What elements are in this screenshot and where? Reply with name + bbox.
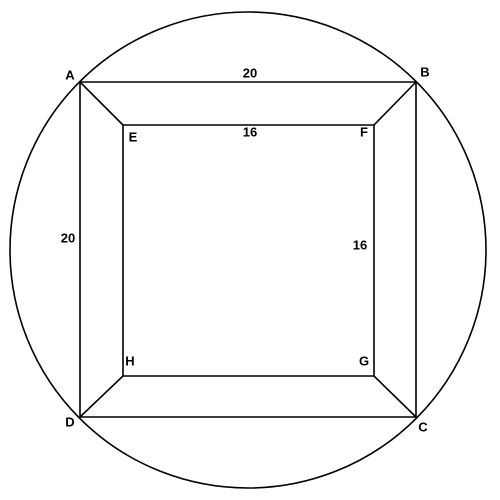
- length-label-ef: 16: [243, 124, 257, 139]
- length-label-ad: 20: [61, 230, 75, 245]
- segment-ae: [79, 81, 124, 126]
- vertex-label-b: B: [420, 64, 429, 79]
- length-label-fg: 16: [353, 237, 367, 252]
- segment-dh: [79, 375, 124, 418]
- vertex-label-d: D: [65, 414, 74, 429]
- vertex-label-f: F: [360, 124, 368, 139]
- segment-bf: [373, 81, 417, 126]
- circumscribed-circle: [9, 11, 487, 489]
- length-label-ab: 20: [243, 65, 257, 80]
- segment-cg: [373, 375, 417, 418]
- vertex-label-h: H: [125, 353, 134, 368]
- inner-square-efgh: [122, 124, 375, 377]
- vertex-label-c: C: [418, 419, 428, 434]
- vertex-label-e: E: [129, 129, 138, 144]
- vertex-label-a: A: [65, 67, 75, 82]
- vertex-label-g: G: [359, 353, 369, 368]
